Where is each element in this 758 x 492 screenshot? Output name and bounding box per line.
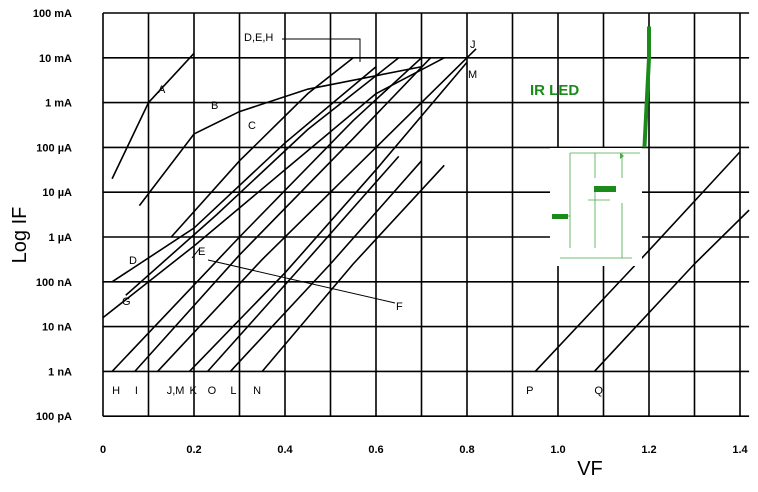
curve-label-e: E bbox=[198, 246, 205, 258]
series-line bbox=[261, 164, 445, 372]
y-tick-label: 100 µA bbox=[36, 142, 72, 154]
curve-label-c: C bbox=[248, 120, 256, 132]
curve-label-a: A bbox=[158, 84, 166, 96]
y-tick-label: 1 µA bbox=[49, 232, 73, 244]
series-line bbox=[138, 65, 422, 207]
curve-label-d: D bbox=[129, 255, 137, 267]
x-tick-label: 0.4 bbox=[277, 444, 293, 456]
chart-grid bbox=[102, 12, 750, 418]
series-line bbox=[111, 66, 377, 283]
y-tick-label: 1 mA bbox=[45, 98, 72, 110]
leader-lines bbox=[191, 38, 396, 304]
curve-start-labels: H I J,M K O L N P Q bbox=[112, 385, 603, 397]
ir-led-label: IR LED bbox=[530, 82, 579, 99]
series-line bbox=[170, 57, 354, 238]
x-axis-title: VF bbox=[577, 458, 603, 480]
x-tick-labels: 0 0.2 0.4 0.6 0.8 1.0 1.2 1.4 bbox=[100, 444, 749, 456]
series-line bbox=[125, 57, 400, 296]
curve-label-b: B bbox=[211, 100, 218, 112]
series-line bbox=[207, 155, 400, 372]
bottom-curve-label: O bbox=[208, 385, 217, 397]
bottom-curve-label: N bbox=[253, 385, 261, 397]
circuit-schematic bbox=[550, 148, 642, 266]
bottom-curve-label: L bbox=[230, 385, 236, 397]
x-tick-label: 1.2 bbox=[641, 444, 656, 456]
curve-label-g: G bbox=[122, 296, 131, 308]
series-line bbox=[229, 160, 423, 372]
bottom-curve-label: K bbox=[189, 385, 197, 397]
curve-label-m: M bbox=[468, 69, 477, 81]
ir-led-series bbox=[642, 26, 651, 148]
series-line bbox=[593, 209, 750, 372]
y-tick-label: 10 nA bbox=[42, 322, 72, 334]
series-line bbox=[134, 57, 432, 372]
bottom-curve-label: H bbox=[112, 385, 120, 397]
x-tick-label: 0.8 bbox=[459, 444, 474, 456]
y-tick-label: 100 pA bbox=[36, 411, 72, 423]
y-tick-label: 10 mA bbox=[39, 53, 72, 65]
x-tick-label: 1.4 bbox=[732, 444, 748, 456]
series-line bbox=[188, 61, 468, 372]
curve-label-deh: D,E,H bbox=[244, 32, 273, 44]
bottom-curve-label: Q bbox=[594, 385, 603, 397]
curve-label-f: F bbox=[396, 301, 403, 313]
x-tick-label: 0.2 bbox=[186, 444, 201, 456]
y-tick-label: 1 nA bbox=[48, 366, 72, 378]
x-tick-label: 1.0 bbox=[550, 444, 565, 456]
chart-series bbox=[102, 48, 750, 372]
bottom-curve-label: I bbox=[135, 385, 138, 397]
bottom-curve-label: J,M bbox=[167, 385, 185, 397]
y-tick-label: 100 mA bbox=[33, 8, 72, 20]
y-tick-label: 100 nA bbox=[36, 277, 72, 289]
series-line bbox=[534, 151, 741, 372]
series-line bbox=[102, 57, 445, 319]
bottom-curve-label: P bbox=[526, 385, 533, 397]
series-line bbox=[111, 57, 423, 372]
series-line bbox=[157, 48, 477, 372]
curve-label-j: J bbox=[470, 39, 476, 51]
y-axis-title: Log IF bbox=[9, 207, 31, 264]
y-tick-labels: 100 mA 10 mA 1 mA 100 µA 10 µA 1 µA 100 nA 10 n… bbox=[33, 8, 72, 423]
x-tick-label: 0.6 bbox=[368, 444, 383, 456]
x-tick-label: 0 bbox=[100, 444, 106, 456]
y-tick-label: 10 µA bbox=[42, 187, 72, 199]
series-line bbox=[111, 52, 195, 180]
